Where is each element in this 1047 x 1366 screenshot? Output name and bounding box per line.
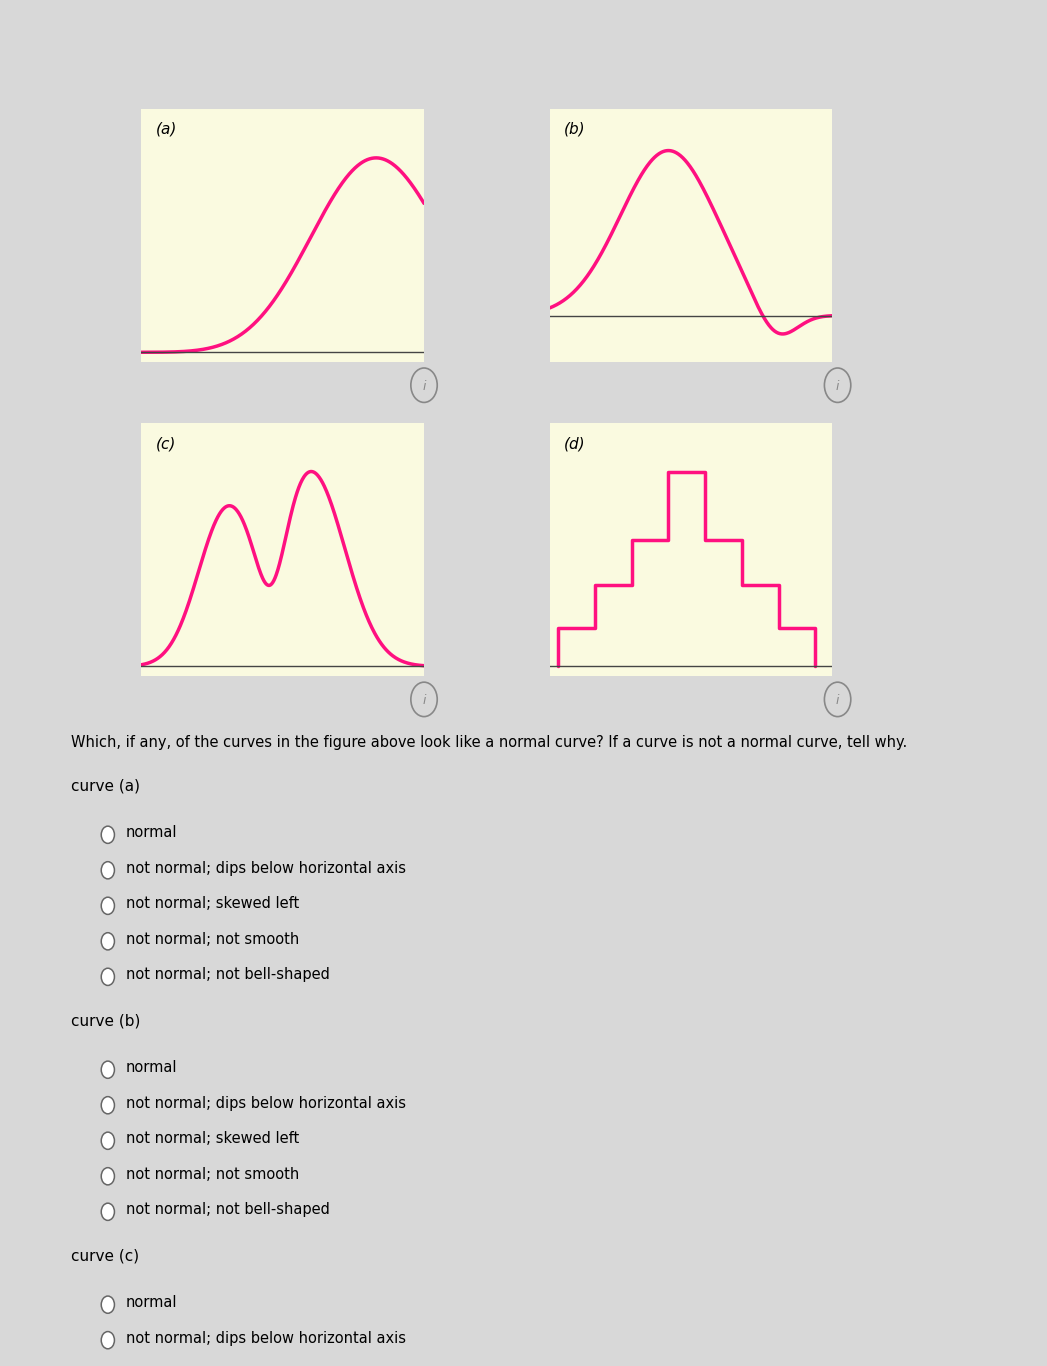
Text: (b): (b) — [564, 122, 585, 137]
Text: (d): (d) — [564, 436, 585, 451]
Text: i: i — [422, 380, 426, 392]
Circle shape — [102, 862, 114, 878]
Text: (c): (c) — [155, 436, 176, 451]
Text: not normal; skewed left: not normal; skewed left — [126, 896, 298, 911]
Circle shape — [102, 1097, 114, 1113]
Text: (a): (a) — [155, 122, 177, 137]
Text: not normal; not bell-shaped: not normal; not bell-shaped — [126, 967, 330, 982]
Circle shape — [102, 1332, 114, 1348]
Circle shape — [102, 1203, 114, 1220]
Text: normal: normal — [126, 825, 177, 840]
Text: not normal; not smooth: not normal; not smooth — [126, 932, 298, 947]
Text: curve (a): curve (a) — [71, 779, 140, 794]
Text: not normal; not smooth: not normal; not smooth — [126, 1167, 298, 1182]
Text: i: i — [836, 694, 840, 706]
Circle shape — [102, 897, 114, 914]
Circle shape — [102, 1168, 114, 1184]
Text: not normal; not bell-shaped: not normal; not bell-shaped — [126, 1202, 330, 1217]
Circle shape — [102, 1132, 114, 1149]
Text: i: i — [836, 380, 840, 392]
Circle shape — [102, 933, 114, 949]
Circle shape — [102, 1296, 114, 1313]
Text: not normal; dips below horizontal axis: not normal; dips below horizontal axis — [126, 1330, 405, 1346]
Text: not normal; dips below horizontal axis: not normal; dips below horizontal axis — [126, 861, 405, 876]
Text: not normal; dips below horizontal axis: not normal; dips below horizontal axis — [126, 1096, 405, 1111]
Text: curve (b): curve (b) — [71, 1014, 140, 1029]
Text: normal: normal — [126, 1060, 177, 1075]
Circle shape — [102, 968, 114, 985]
Text: Which, if any, of the curves in the figure above look like a normal curve? If a : Which, if any, of the curves in the figu… — [71, 735, 908, 750]
Text: normal: normal — [126, 1295, 177, 1310]
Text: not normal; skewed left: not normal; skewed left — [126, 1131, 298, 1146]
Circle shape — [102, 1061, 114, 1078]
Text: curve (c): curve (c) — [71, 1249, 139, 1264]
Text: i: i — [422, 694, 426, 706]
Circle shape — [102, 826, 114, 843]
